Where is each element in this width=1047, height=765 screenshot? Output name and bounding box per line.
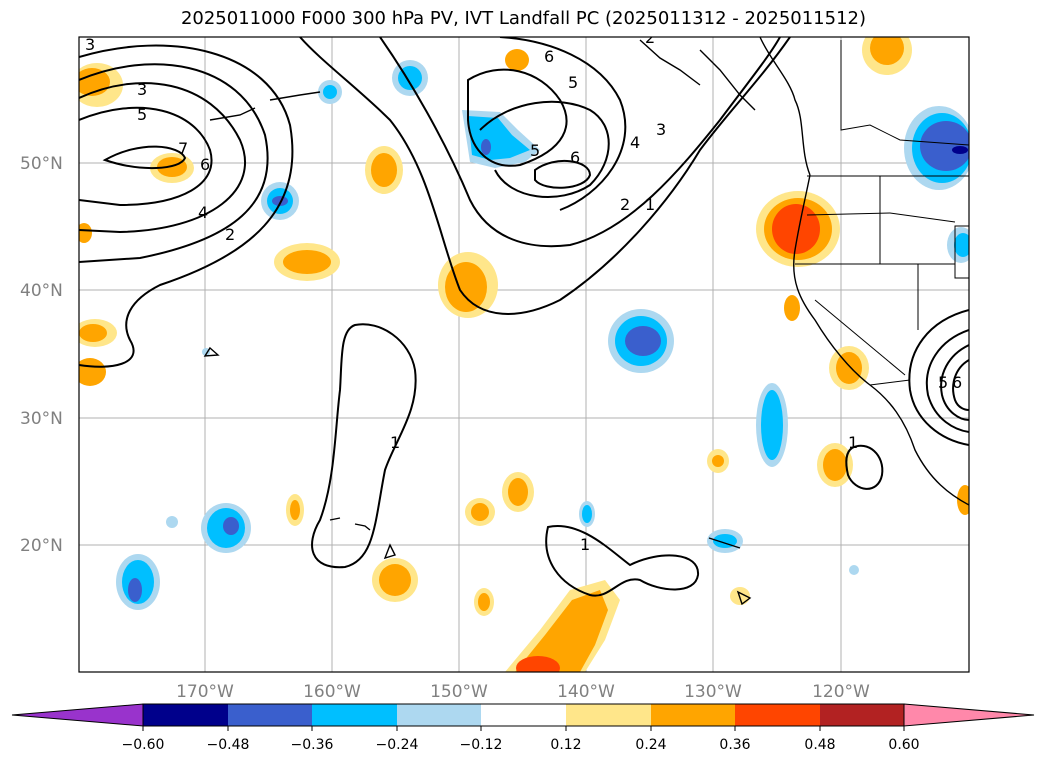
contour-label: 2 bbox=[225, 225, 235, 244]
negative-anomaly bbox=[582, 505, 592, 523]
positive-anomaly bbox=[445, 262, 487, 312]
positive-anomaly bbox=[79, 324, 107, 342]
negative-anomaly bbox=[128, 578, 142, 602]
contour-label: 3 bbox=[137, 80, 147, 99]
lat-label-50n: 50°N bbox=[20, 154, 63, 174]
lon-label-160w: 160°W bbox=[303, 682, 361, 702]
negative-anomaly bbox=[954, 233, 969, 257]
colorbar-tick-label: −0.36 bbox=[291, 737, 334, 753]
negative-anomaly bbox=[920, 121, 969, 171]
lon-label-150w: 150°W bbox=[430, 682, 488, 702]
colorbar-tick-label: −0.12 bbox=[460, 737, 503, 753]
positive-anomaly bbox=[79, 223, 92, 243]
contour-label: 5 bbox=[568, 73, 578, 92]
map-title: 2025011000 F000 300 hPa PV, IVT Landfall… bbox=[180, 8, 867, 29]
positive-anomaly bbox=[836, 352, 862, 384]
colorbar: −0.60 −0.48 −0.36 −0.24 −0.12 0.12 0.24 … bbox=[11, 703, 1035, 753]
positive-anomaly bbox=[478, 593, 490, 611]
pv-contours bbox=[79, 37, 969, 597]
contour-label: 6 bbox=[544, 47, 554, 66]
contour-label: 3 bbox=[656, 120, 666, 139]
longitude-labels: 170°W 160°W 150°W 140°W 130°W 120°W bbox=[176, 682, 870, 702]
contour-label: 2 bbox=[620, 195, 630, 214]
positive-anomaly bbox=[712, 455, 724, 467]
colorbar-tick-label: −0.48 bbox=[207, 737, 250, 753]
contour-label: 4 bbox=[198, 203, 208, 222]
colorbar-frame bbox=[142, 703, 905, 727]
pc-fill-blobs bbox=[79, 37, 969, 672]
contour-label: 4 bbox=[630, 133, 640, 152]
negative-anomaly bbox=[166, 516, 178, 528]
colorbar-tick-label: −0.24 bbox=[376, 737, 419, 753]
latitude-labels: 50°N 40°N 30°N 20°N bbox=[20, 154, 63, 556]
contour-labels: 3 3 5 7 6 4 2 2 6 5 6 5 4 3 2 1 1 1 1 5 … bbox=[85, 28, 962, 554]
contour-label: 1 bbox=[390, 433, 400, 452]
negative-anomaly bbox=[761, 390, 783, 460]
contour-label: 6 bbox=[952, 373, 962, 392]
contour-label: 5 bbox=[938, 373, 948, 392]
lat-label-40n: 40°N bbox=[20, 281, 63, 301]
negative-anomaly bbox=[272, 196, 288, 206]
colorbar-segment bbox=[312, 704, 397, 726]
lon-label-140w: 140°W bbox=[557, 682, 615, 702]
contour-label: 1 bbox=[645, 195, 655, 214]
positive-anomaly bbox=[772, 204, 820, 254]
positive-anomaly bbox=[508, 478, 528, 506]
positive-anomaly bbox=[784, 295, 800, 321]
contour-label: 6 bbox=[570, 148, 580, 167]
positive-anomaly bbox=[505, 49, 529, 71]
contour-label: 7 bbox=[178, 139, 188, 158]
positive-anomaly bbox=[957, 485, 969, 515]
positive-anomaly bbox=[870, 37, 904, 65]
lat-label-20n: 20°N bbox=[20, 536, 63, 556]
contour-label: 6 bbox=[200, 155, 210, 174]
contour-label: 5 bbox=[137, 105, 147, 124]
contour-label: 1 bbox=[580, 535, 590, 554]
negative-anomaly bbox=[481, 139, 491, 155]
colorbar-segment bbox=[397, 704, 481, 726]
colorbar-segment bbox=[143, 704, 228, 726]
contour-label: 5 bbox=[530, 141, 540, 160]
coastlines bbox=[203, 37, 969, 606]
positive-anomaly bbox=[516, 656, 560, 672]
colorbar-segment bbox=[651, 704, 735, 726]
political-borders bbox=[795, 40, 969, 386]
lon-label-130w: 130°W bbox=[684, 682, 742, 702]
positive-anomaly bbox=[283, 250, 331, 274]
colorbar-segment bbox=[481, 704, 566, 726]
positive-anomaly bbox=[290, 500, 300, 520]
colorbar-tick-label: −0.60 bbox=[122, 737, 165, 753]
lon-label-120w: 120°W bbox=[812, 682, 870, 702]
colorbar-segment bbox=[820, 704, 904, 726]
positive-anomaly bbox=[379, 564, 411, 596]
colorbar-segment bbox=[566, 704, 651, 726]
positive-anomaly bbox=[515, 590, 608, 672]
negative-anomaly bbox=[952, 146, 968, 154]
colorbar-tick-label: 0.60 bbox=[888, 737, 919, 753]
contour-label: 2 bbox=[645, 28, 655, 47]
lat-label-30n: 30°N bbox=[20, 409, 63, 429]
negative-anomaly bbox=[625, 326, 661, 356]
contour-label: 1 bbox=[848, 433, 858, 452]
colorbar-tick-label: 0.12 bbox=[550, 737, 581, 753]
lon-label-170w: 170°W bbox=[176, 682, 234, 702]
negative-anomaly bbox=[323, 85, 337, 99]
contour-label: 3 bbox=[85, 35, 95, 54]
negative-anomaly bbox=[223, 517, 239, 535]
negative-anomaly bbox=[849, 565, 859, 575]
colorbar-tick-label: 0.48 bbox=[804, 737, 835, 753]
colorbar-tick-label: 0.36 bbox=[719, 737, 750, 753]
colorbar-segment bbox=[228, 704, 312, 726]
positive-anomaly bbox=[371, 153, 397, 187]
colorbar-min-extension bbox=[11, 703, 144, 727]
positive-anomaly bbox=[471, 503, 489, 521]
colorbar-max-extension bbox=[903, 703, 1035, 727]
map-border bbox=[78, 36, 970, 673]
colorbar-tick-label: 0.24 bbox=[635, 737, 666, 753]
colorbar-segment bbox=[735, 704, 820, 726]
positive-anomaly bbox=[823, 449, 847, 481]
